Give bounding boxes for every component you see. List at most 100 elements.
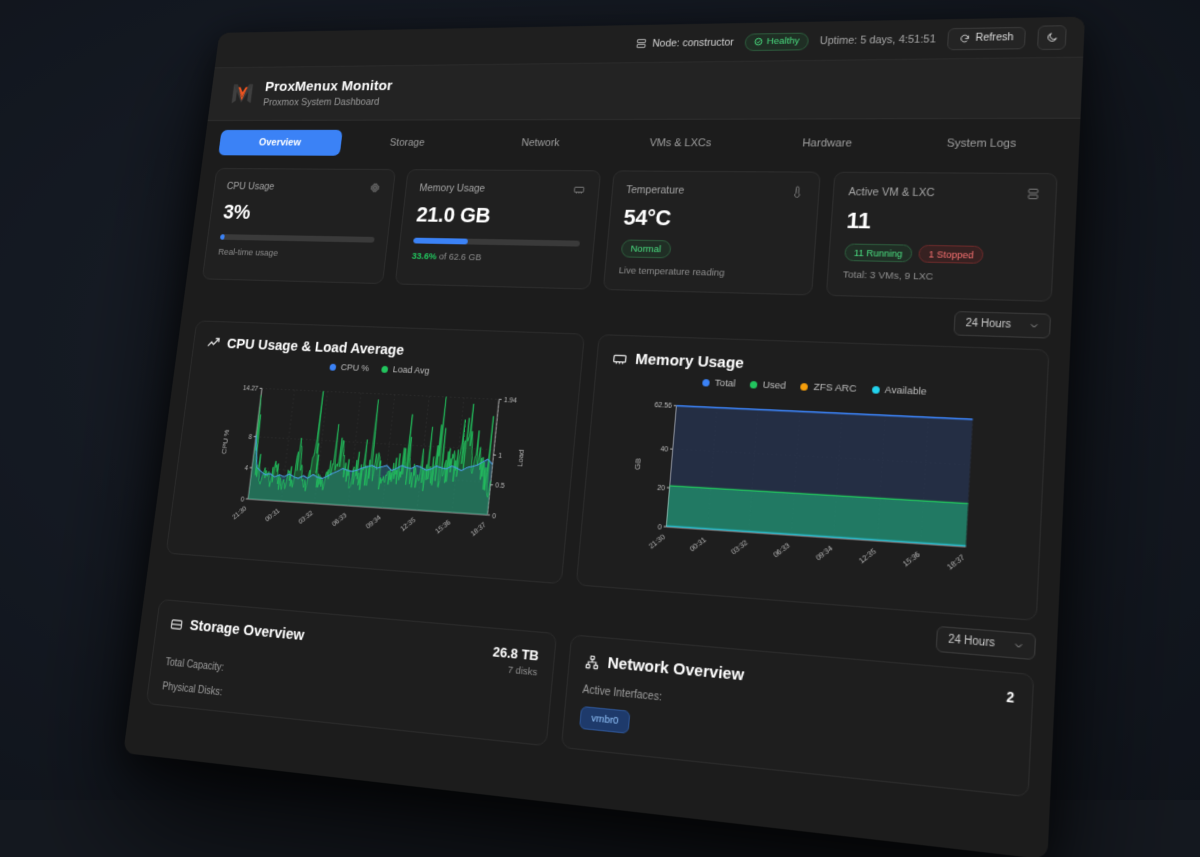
tab-overview[interactable]: Overview (218, 130, 342, 156)
time-range-value-mid: 24 Hours (948, 634, 995, 650)
server-stack-icon (1026, 188, 1040, 201)
tab-hardware[interactable]: Hardware (754, 129, 902, 157)
svg-text:09:34: 09:34 (815, 545, 835, 563)
proxmenux-dashboard-window: Node: constructor Healthy Uptime: 5 days… (123, 17, 1085, 857)
cpu-footer: Real-time usage (218, 247, 374, 261)
tab-system-logs[interactable]: System Logs (904, 129, 1059, 158)
theme-toggle-button[interactable] (1037, 25, 1067, 50)
legend-item-total: Total (702, 377, 736, 390)
tab-vms-lxcs[interactable]: VMs & LXCs (610, 129, 752, 157)
health-badge-label: Healthy (766, 36, 799, 47)
svg-text:00:31: 00:31 (264, 507, 281, 523)
svg-text:00:31: 00:31 (689, 536, 708, 554)
svg-text:0: 0 (658, 524, 663, 532)
chevron-down-icon (1013, 640, 1024, 651)
svg-text:0: 0 (240, 496, 244, 503)
page-subtitle: Proxmox System Dashboard (262, 96, 391, 108)
perspective-stage: Node: constructor Healthy Uptime: 5 days… (0, 0, 1200, 800)
cpu-progress-bar (220, 234, 375, 243)
svg-text:09:34: 09:34 (365, 514, 382, 531)
vms-card-label: Active VM & LXC (848, 186, 935, 199)
svg-text:18:37: 18:37 (470, 521, 488, 538)
storage-overview-panel: Storage Overview 26.8 TB 7 disks Total C… (146, 599, 557, 746)
svg-text:21:30: 21:30 (648, 533, 667, 550)
svg-text:4: 4 (244, 465, 248, 472)
moon-icon (1046, 31, 1059, 42)
hard-drive-icon (170, 617, 184, 632)
legend-dot-load (381, 366, 388, 373)
tab-bar: Overview Storage Network VMs & LXCs Hard… (202, 119, 1080, 167)
refresh-button[interactable]: Refresh (947, 26, 1026, 49)
temperature-value: 54°C (622, 205, 802, 234)
svg-text:03:32: 03:32 (298, 510, 315, 526)
legend-label-used: Used (762, 379, 786, 392)
svg-text:Load: Load (516, 449, 527, 467)
svg-text:8: 8 (248, 434, 252, 441)
page-title: ProxMenux Monitor (264, 78, 393, 95)
legend-item-cpu: CPU % (329, 362, 369, 374)
network-overview-panel: Network Overview 2 Active Interfaces: vm… (561, 634, 1035, 797)
network-interface-count: 2 (1006, 689, 1015, 706)
svg-text:21:30: 21:30 (232, 505, 248, 521)
stat-card-row: CPU Usage 3% Real-time usage Memory Usag… (187, 162, 1079, 302)
tab-network[interactable]: Network (473, 130, 608, 157)
legend-label-cpu: CPU % (340, 362, 370, 374)
svg-text:CPU %: CPU % (220, 429, 231, 454)
svg-text:20: 20 (657, 484, 666, 492)
memory-chart-panel: Memory Usage Total Used ZFS ARC Availab (576, 334, 1050, 621)
refresh-icon (959, 33, 970, 43)
vms-footer: Total: 3 VMs, 9 LXC (843, 269, 1037, 285)
vms-value: 11 (846, 208, 1039, 238)
svg-text:14.27: 14.27 (242, 385, 258, 392)
network-interface-chip: vmbr0 (579, 706, 631, 734)
status-badge-healthy: Healthy (744, 32, 809, 51)
temperature-status-badge: Normal (620, 239, 672, 258)
svg-text:18:37: 18:37 (946, 554, 966, 572)
legend-dot-zfsarc (800, 383, 808, 391)
node-label: Node: constructor (652, 36, 734, 49)
tab-storage[interactable]: Storage (343, 130, 473, 156)
svg-text:62.56: 62.56 (654, 402, 672, 410)
memory-total: of 62.6 GB (436, 252, 482, 264)
legend-label-total: Total (714, 377, 736, 389)
storage-title: Storage Overview (189, 617, 305, 645)
svg-text:1.94: 1.94 (504, 397, 518, 405)
memory-usage-card: Memory Usage 21.0 GB 33.6% of 62.6 GB (395, 169, 601, 289)
check-circle-icon (753, 37, 763, 46)
cpu-load-chart-panel: CPU Usage & Load Average CPU % Load Avg … (166, 320, 585, 584)
svg-text:06:33: 06:33 (331, 512, 348, 528)
proxmenux-m-logo (228, 80, 257, 107)
brand-header: ProxMenux Monitor Proxmox System Dashboa… (208, 58, 1083, 121)
temperature-card-label: Temperature (626, 184, 685, 196)
legend-dot-cpu (329, 364, 336, 371)
svg-text:03:32: 03:32 (730, 539, 749, 557)
network-title-row: Network Overview (584, 652, 744, 685)
svg-text:GB: GB (633, 458, 643, 470)
network-icon (584, 653, 600, 669)
thermometer-icon (791, 186, 804, 198)
memory-stick-icon (572, 184, 585, 196)
storage-capacity: 26.8 TB (492, 644, 539, 664)
memory-card-label: Memory Usage (419, 182, 486, 194)
legend-label-load: Load Avg (392, 364, 430, 376)
active-vm-lxc-card: Active VM & LXC 11 11 Running 1 Stopped … (826, 172, 1058, 302)
cpu-usage-card: CPU Usage 3% Real-time usage (202, 168, 396, 284)
svg-text:15:36: 15:36 (435, 519, 453, 536)
legend-label-zfsarc: ZFS ARC (813, 381, 857, 394)
server-icon (635, 38, 647, 49)
legend-item-used: Used (750, 379, 787, 392)
memory-chart-title: Memory Usage (635, 351, 745, 373)
cpu-chart-title: CPU Usage & Load Average (226, 336, 405, 359)
time-range-select-top[interactable]: 24 Hours (954, 311, 1051, 339)
legend-dot-available (871, 386, 879, 394)
svg-text:0.5: 0.5 (495, 483, 505, 491)
svg-text:12:35: 12:35 (400, 516, 417, 533)
temperature-footer: Live temperature reading (618, 265, 798, 280)
vms-stopped-badge: 1 Stopped (918, 245, 984, 264)
vms-running-badge: 11 Running (844, 243, 913, 262)
cpu-card-label: CPU Usage (226, 181, 275, 192)
legend-label-available: Available (884, 384, 927, 398)
network-title: Network Overview (607, 654, 745, 685)
svg-text:12:35: 12:35 (858, 548, 878, 566)
